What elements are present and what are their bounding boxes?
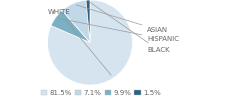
Text: BLACK: BLACK: [90, 2, 170, 53]
Wedge shape: [48, 0, 132, 85]
Wedge shape: [86, 0, 90, 42]
Text: ASIAN: ASIAN: [76, 5, 168, 33]
Text: WHITE: WHITE: [48, 9, 111, 75]
Wedge shape: [62, 0, 90, 42]
Text: HISPANIC: HISPANIC: [59, 18, 179, 42]
Legend: 81.5%, 7.1%, 9.9%, 1.5%: 81.5%, 7.1%, 9.9%, 1.5%: [40, 89, 161, 96]
Wedge shape: [51, 10, 90, 42]
